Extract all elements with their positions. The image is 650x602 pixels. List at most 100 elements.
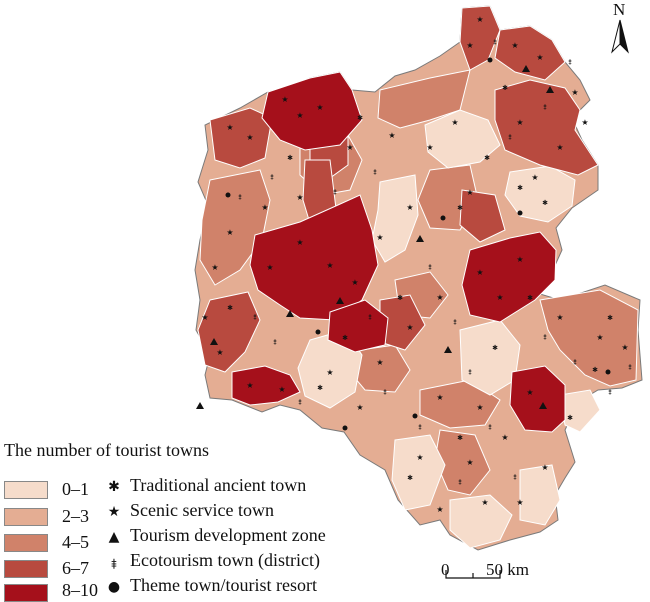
svg-text:✱: ✱ (484, 154, 490, 162)
svg-text:✱: ✱ (457, 434, 463, 442)
svg-text:✱: ✱ (407, 474, 413, 482)
map-point (517, 210, 523, 216)
legend-class-label: 2–3 (62, 506, 89, 526)
map-point (546, 86, 554, 93)
svg-text:★: ★ (436, 505, 443, 514)
svg-text:⯒: ⯒ (298, 398, 302, 407)
class-8-10-regions (231, 71, 566, 433)
svg-text:⯒: ⯒ (608, 388, 612, 397)
scale-start-label: 0 (441, 560, 450, 579)
svg-text:★: ★ (451, 118, 458, 127)
pin-icon: ⯒ (110, 557, 118, 573)
legend-swatch-4-5 (4, 534, 48, 552)
svg-text:★: ★ (201, 313, 208, 322)
svg-text:★: ★ (531, 173, 538, 182)
svg-text:★: ★ (476, 403, 483, 412)
svg-text:★: ★ (246, 133, 253, 142)
svg-text:⯒: ⯒ (468, 368, 472, 377)
class-0-1-regions (297, 109, 601, 549)
svg-text:★: ★ (466, 188, 473, 197)
svg-text:✱: ✱ (357, 114, 363, 122)
svg-text:★: ★ (571, 88, 578, 97)
class-6-7-regions (197, 5, 599, 373)
map-point (522, 65, 530, 72)
map-point (440, 215, 446, 221)
map-point (444, 346, 452, 353)
svg-text:⯒: ⯒ (333, 188, 337, 197)
svg-text:★: ★ (216, 348, 223, 357)
svg-text:★: ★ (296, 238, 303, 247)
svg-text:⯒: ⯒ (373, 168, 377, 177)
svg-text:✱: ✱ (227, 304, 233, 312)
svg-text:⯒: ⯒ (368, 313, 372, 322)
svg-text:✱: ✱ (457, 204, 463, 212)
asterisk-symbols: ✱ ✱ ✱ ✱ ✱ ✱ ✱ ✱ ✱ ✱ ✱ ✱ ✱ ✱ ✱ ✱ ✱ ✱ (227, 84, 613, 482)
svg-text:✱: ✱ (542, 199, 548, 207)
svg-text:★: ★ (516, 498, 523, 507)
scale-end-label: 50 km (486, 560, 529, 579)
svg-text:★: ★ (278, 385, 285, 394)
svg-text:★: ★ (351, 278, 358, 287)
svg-text:★: ★ (376, 358, 383, 367)
svg-text:★: ★ (516, 118, 523, 127)
svg-text:✱: ✱ (592, 366, 598, 374)
svg-text:★: ★ (476, 268, 483, 277)
svg-text:★: ★ (226, 228, 233, 237)
svg-text:⯒: ⯒ (270, 173, 274, 182)
svg-text:✱: ✱ (502, 84, 508, 92)
svg-text:★: ★ (436, 293, 443, 302)
svg-text:⯒: ⯒ (543, 333, 547, 342)
legend-class-label: 8–10 (62, 580, 98, 600)
map-point (225, 192, 231, 198)
svg-text:⯒: ⯒ (238, 193, 242, 202)
legend-symbol-label: Theme town/tourist resort (130, 575, 317, 595)
svg-text:★: ★ (516, 255, 523, 264)
svg-text:✱: ✱ (397, 294, 403, 302)
svg-text:⯒: ⯒ (253, 313, 257, 322)
svg-text:⯒: ⯒ (418, 423, 422, 432)
svg-text:★: ★ (346, 143, 353, 152)
star-symbols: ★★ ★ ★★★ ★★★ ★★★ ★★★ ★★★ ★★ ★ ★★★ ★★★ ★★★ … (201, 15, 628, 514)
svg-text:⯒: ⯒ (488, 423, 492, 432)
legend-swatch-2-3 (4, 508, 48, 526)
svg-text:★: ★ (326, 368, 333, 377)
legend-swatch-8-10 (4, 584, 48, 602)
svg-text:✱: ✱ (517, 184, 523, 192)
svg-text:⯒: ⯒ (513, 473, 517, 482)
scale-bar (445, 570, 501, 579)
svg-text:⯒: ⯒ (628, 363, 632, 372)
svg-text:★: ★ (388, 131, 395, 140)
svg-text:⯒: ⯒ (428, 263, 432, 272)
svg-text:★: ★ (526, 388, 533, 397)
svg-text:✱: ✱ (607, 314, 613, 322)
map-point (605, 369, 611, 375)
map-point (210, 338, 218, 345)
triangle-icon: ▲ (108, 529, 120, 545)
svg-text:★: ★ (281, 95, 288, 104)
map-point (416, 235, 424, 242)
svg-text:★: ★ (556, 143, 563, 152)
map-point (196, 402, 204, 409)
map-point (412, 413, 418, 419)
svg-text:★: ★ (536, 53, 543, 62)
svg-text:★: ★ (581, 118, 588, 127)
svg-text:★: ★ (556, 313, 563, 322)
svg-text:★: ★ (211, 263, 218, 272)
legend-symbol-label: Ecotourism town (district) (130, 550, 320, 570)
point-symbols (196, 57, 611, 431)
legend-class-label: 4–5 (62, 532, 89, 552)
svg-text:✱: ✱ (527, 294, 533, 302)
svg-text:★: ★ (426, 143, 433, 152)
svg-text:⯒: ⯒ (508, 133, 512, 142)
north-label: N (613, 0, 626, 19)
svg-text:★: ★ (326, 261, 333, 270)
svg-text:⯒: ⯒ (383, 388, 387, 397)
svg-text:⯒: ⯒ (543, 103, 547, 112)
svg-text:★: ★ (476, 15, 483, 24)
map-point (539, 402, 547, 409)
svg-text:★: ★ (296, 193, 303, 202)
svg-text:★: ★ (436, 393, 443, 402)
map-point (336, 297, 344, 304)
svg-text:✱: ✱ (567, 414, 573, 422)
